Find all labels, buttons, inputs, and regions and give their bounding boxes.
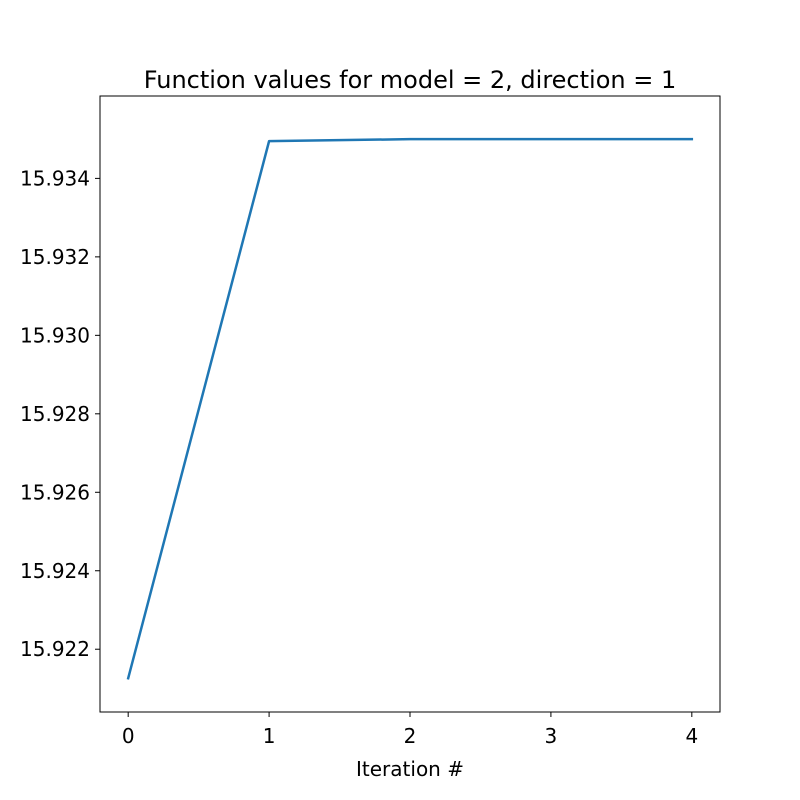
x-tick-label: 0 <box>122 724 135 748</box>
chart-title: Function values for model = 2, direction… <box>144 66 676 94</box>
x-tick-label: 4 <box>685 724 698 748</box>
y-tick-label: 15.922 <box>20 637 90 661</box>
series-line <box>126 137 694 680</box>
y-tick-label: 15.924 <box>20 559 90 583</box>
y-tick-label: 15.926 <box>20 480 90 504</box>
x-tick-label: 3 <box>545 724 558 748</box>
x-axis-label: Iteration # <box>356 757 464 781</box>
axes-frame <box>99 95 721 713</box>
plot-area <box>126 137 694 680</box>
x-tick-label: 2 <box>404 724 417 748</box>
y-axis: 15.922 15.924 15.926 15.928 15.930 15.932 15.9… <box>20 166 100 661</box>
y-tick-label: 15.928 <box>20 402 90 426</box>
y-tick-label: 15.930 <box>20 323 90 347</box>
y-tick-label: 15.934 <box>20 166 90 190</box>
x-axis: 0 1 2 3 4 <box>122 712 698 748</box>
y-tick-label: 15.932 <box>20 245 90 269</box>
x-tick-label: 1 <box>263 724 276 748</box>
